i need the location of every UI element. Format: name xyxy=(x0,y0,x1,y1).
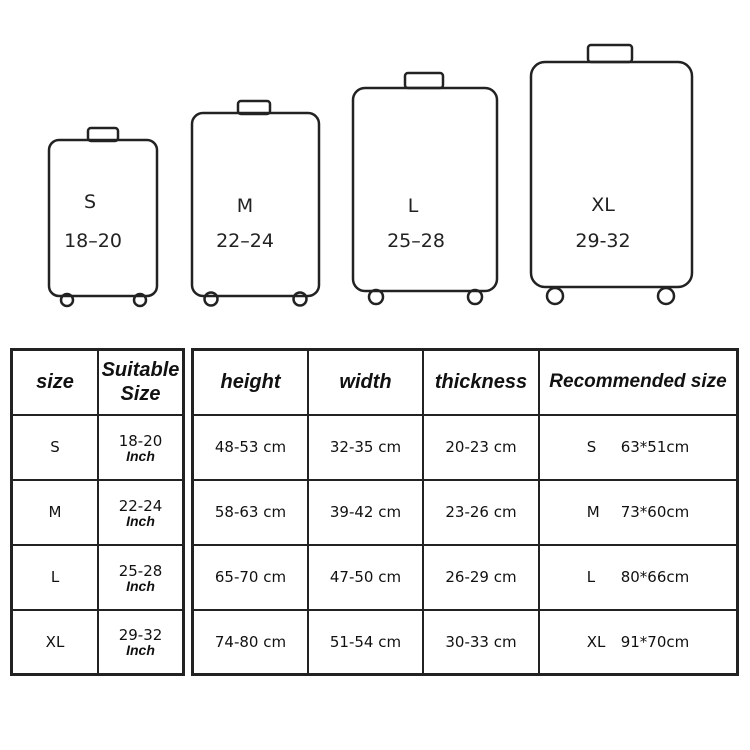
suitable-value: 18-20 xyxy=(118,431,163,450)
width-cell: 47-50 cm xyxy=(307,543,424,611)
suitcase-size-label: L xyxy=(408,195,419,217)
recommended-size: M xyxy=(586,503,600,521)
recommended-dimensions: 91*70cm xyxy=(620,632,690,651)
header-height: height xyxy=(191,348,309,416)
recommended-dimensions: 63*51cm xyxy=(620,438,690,456)
recommended-size: S xyxy=(586,438,597,456)
suitable-value: 22-24 xyxy=(118,496,163,515)
width-cell: 51-54 cm xyxy=(307,608,424,676)
suitcase-size-label: S xyxy=(84,191,96,213)
width-cell: 39-42 cm xyxy=(307,478,424,546)
suitcase-size-label: XL xyxy=(591,194,615,216)
dimensions-table: height width thickness Recommended size … xyxy=(191,348,739,676)
suitable-cell: 18-20 Inch xyxy=(97,413,185,481)
header-size: size xyxy=(10,348,99,416)
recommended-cell: S 63*51cm xyxy=(538,413,739,481)
thickness-cell: 30-33 cm xyxy=(422,608,540,676)
size-cell: XL xyxy=(10,608,99,676)
recommended-cell: M 73*60cm xyxy=(538,478,739,546)
table-row: S 18-20 Inch xyxy=(10,413,185,481)
header-thickness: thickness xyxy=(422,348,540,416)
table-row: XL 29-32 Inch xyxy=(10,608,185,676)
table-header-row: size Suitable Size xyxy=(10,348,185,416)
suitcase-range-label: 25–28 xyxy=(387,230,445,252)
height-cell: 65-70 cm xyxy=(191,543,309,611)
size-table: size Suitable Size S 18-20 Inch M 22-24 In… xyxy=(10,348,185,676)
thickness-cell: 20-23 cm xyxy=(422,413,540,481)
unit-label: Inch xyxy=(126,642,155,659)
suitcase-s: S 18–20 xyxy=(47,126,159,308)
recommended-dimensions: 73*60cm xyxy=(620,503,690,521)
table-row: M 22-24 Inch xyxy=(10,478,185,546)
table-row: L 25-28 Inch xyxy=(10,543,185,611)
thickness-cell: 26-29 cm xyxy=(422,543,540,611)
header-recommended-size: Recommended size xyxy=(538,348,739,416)
height-cell: 48-53 cm xyxy=(191,413,309,481)
suitcase-range-label: 22–24 xyxy=(216,230,274,252)
header-suitable-size: Suitable Size xyxy=(97,348,185,416)
recommended-size: XL xyxy=(586,632,606,651)
suitable-cell: 22-24 Inch xyxy=(97,478,185,546)
table-header-row: height width thickness Recommended size xyxy=(191,348,739,416)
size-cell: M xyxy=(10,478,99,546)
suitable-cell: 25-28 Inch xyxy=(97,543,185,611)
recommended-cell: L 80*66cm xyxy=(538,543,739,611)
height-cell: 74-80 cm xyxy=(191,608,309,676)
table-row: 74-80 cm 51-54 cm 30-33 cm XL 91*70cm xyxy=(191,608,739,676)
suitcase-m: M 22–24 xyxy=(190,99,321,307)
suitcase-l: L 25–28 xyxy=(351,71,499,306)
size-cell: S xyxy=(10,413,99,481)
thickness-cell: 23-26 cm xyxy=(422,478,540,546)
unit-label: Inch xyxy=(126,447,155,464)
suitcase-size-label: M xyxy=(237,195,253,217)
table-row: 65-70 cm 47-50 cm 26-29 cm L 80*66cm xyxy=(191,543,739,611)
recommended-cell: XL 91*70cm xyxy=(538,608,739,676)
recommended-size: L xyxy=(586,568,596,586)
header-width: width xyxy=(307,348,424,416)
suitcase-xl: XL 29-32 xyxy=(529,43,694,306)
suitcase-illustrations: S 18–20 M 22–24 L 25–28 XL 29-32 xyxy=(47,43,694,308)
recommended-dimensions: 80*66cm xyxy=(620,568,690,586)
unit-label: Inch xyxy=(126,577,155,594)
width-cell: 32-35 cm xyxy=(307,413,424,481)
suitable-value: 25-28 xyxy=(118,561,163,580)
suitcase-range-label: 18–20 xyxy=(64,230,122,252)
suitable-cell: 29-32 Inch xyxy=(97,608,185,676)
suitable-value: 29-32 xyxy=(118,626,163,645)
table-row: 58-63 cm 39-42 cm 23-26 cm M 73*60cm xyxy=(191,478,739,546)
height-cell: 58-63 cm xyxy=(191,478,309,546)
size-cell: L xyxy=(10,543,99,611)
unit-label: Inch xyxy=(126,512,155,529)
suitcase-range-label: 29-32 xyxy=(575,230,630,252)
table-row: 48-53 cm 32-35 cm 20-23 cm S 63*51cm xyxy=(191,413,739,481)
